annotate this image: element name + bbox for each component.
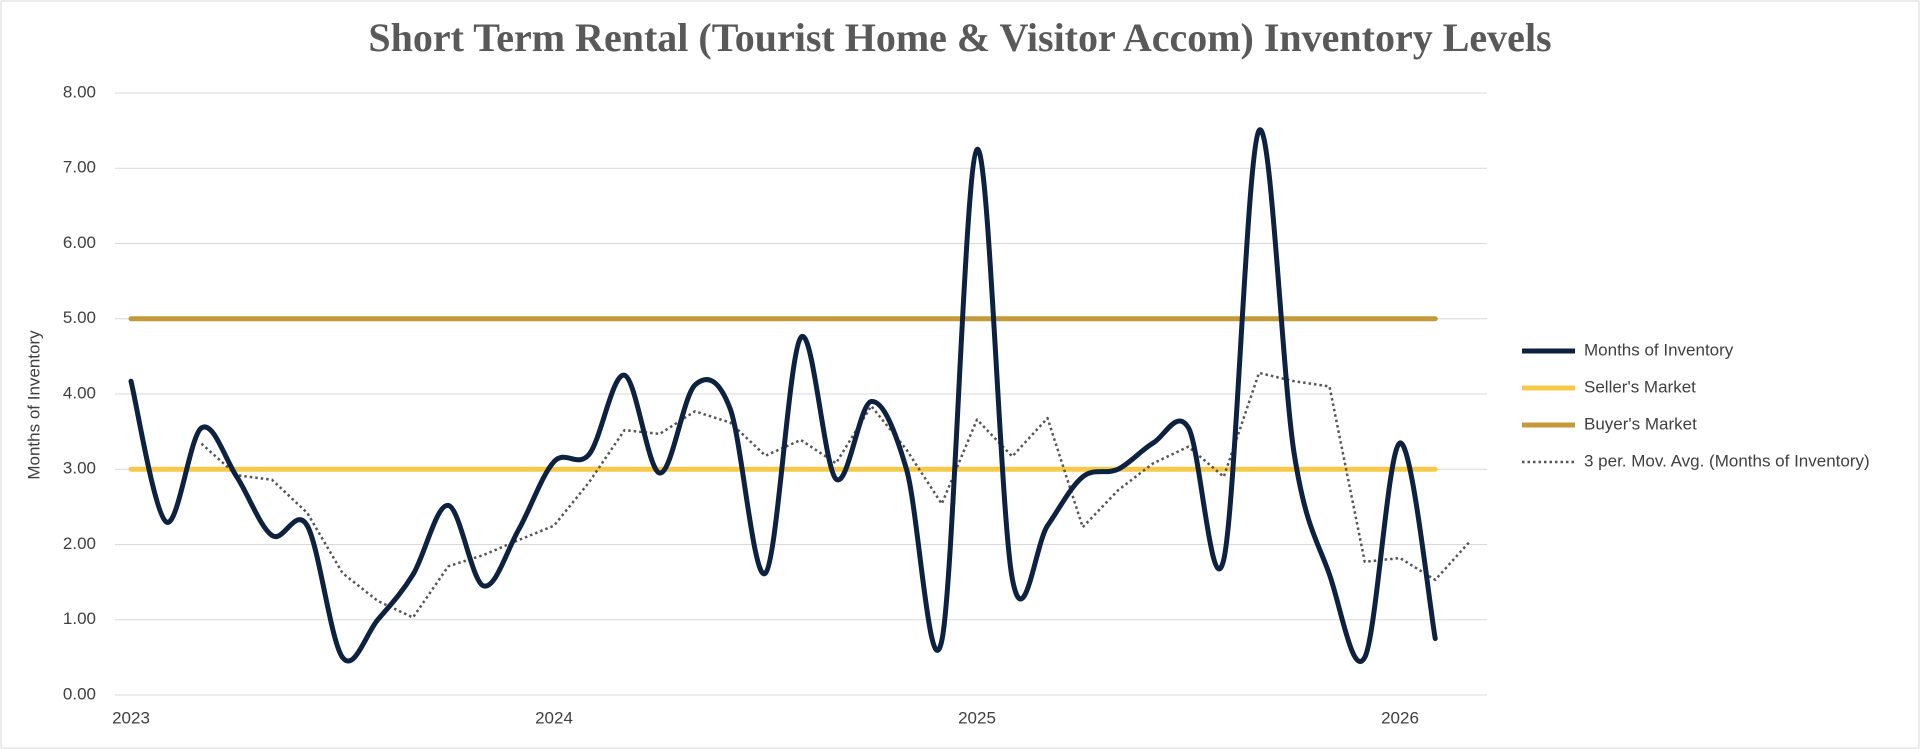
y-tick-label: 7.00	[63, 158, 96, 177]
y-tick-label: 8.00	[63, 82, 96, 101]
x-tick-label: 2023	[112, 708, 150, 727]
series-line	[128, 127, 1438, 664]
legend-label: Seller's Market	[1584, 377, 1696, 396]
legend-label: Buyer's Market	[1584, 414, 1697, 433]
y-tick-label: 5.00	[63, 308, 96, 327]
x-tick-label: 2025	[958, 708, 996, 727]
legend-label: Months of Inventory	[1584, 340, 1734, 359]
y-tick-label: 6.00	[63, 233, 96, 252]
y-tick-label: 1.00	[63, 609, 96, 628]
x-tick-label: 2024	[535, 708, 573, 727]
y-tick-label: 2.00	[63, 534, 96, 553]
chart-title: Short Term Rental (Tourist Home & Visito…	[368, 15, 1551, 60]
y-tick-label: 4.00	[63, 383, 96, 402]
legend-label: 3 per. Mov. Avg. (Months of Inventory)	[1584, 451, 1870, 470]
y-tick-label: 0.00	[63, 684, 96, 703]
y-axis-label: Months of Inventory	[24, 330, 43, 480]
x-tick-label: 2026	[1381, 708, 1419, 727]
y-tick-label: 3.00	[63, 459, 96, 478]
